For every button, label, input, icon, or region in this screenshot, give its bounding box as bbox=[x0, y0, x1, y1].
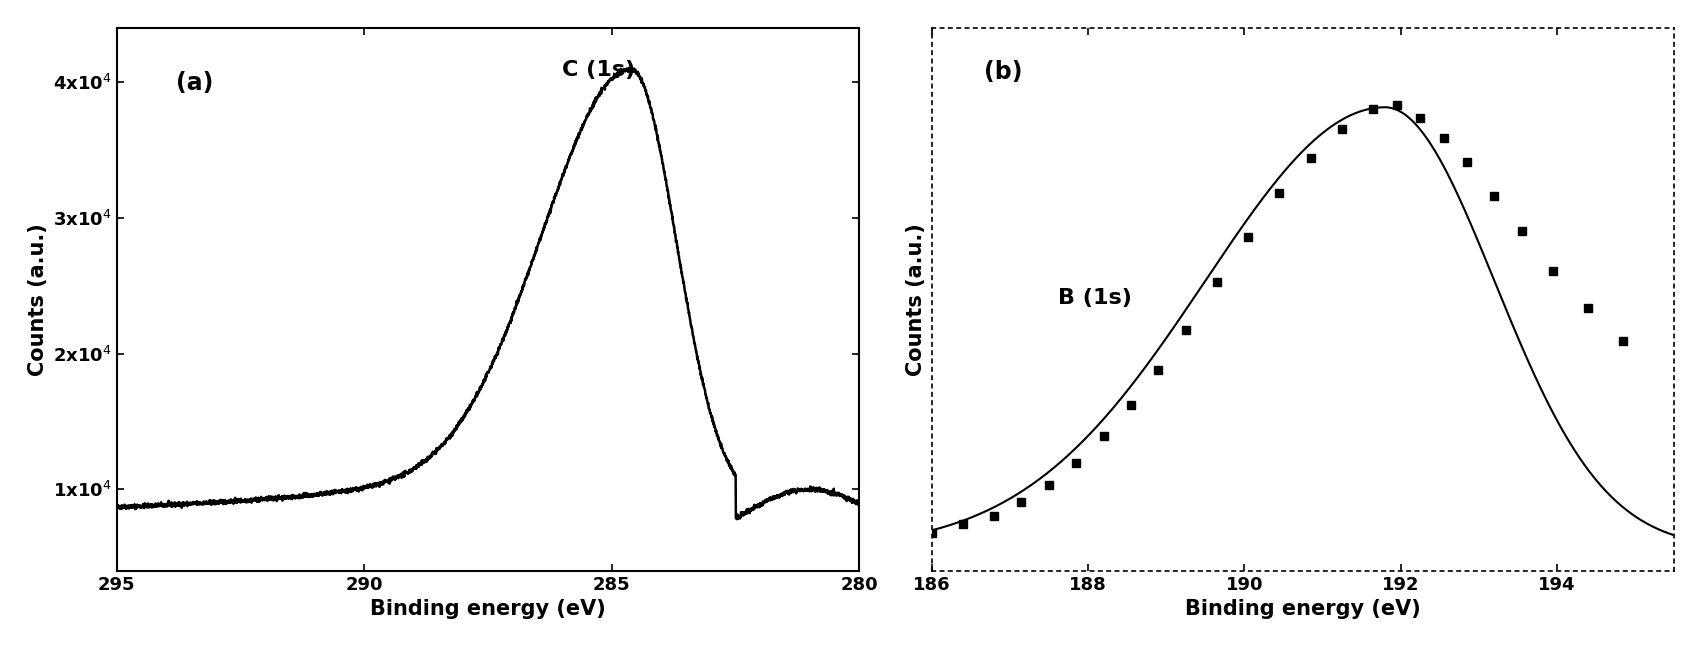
Text: (b): (b) bbox=[984, 60, 1023, 84]
Y-axis label: Counts (a.u.): Counts (a.u.) bbox=[27, 223, 48, 376]
Text: C (1s): C (1s) bbox=[562, 60, 635, 80]
Y-axis label: Counts (a.u.): Counts (a.u.) bbox=[905, 223, 926, 376]
X-axis label: Binding energy (eV): Binding energy (eV) bbox=[1185, 599, 1421, 619]
X-axis label: Binding energy (eV): Binding energy (eV) bbox=[371, 599, 606, 619]
Text: B (1s): B (1s) bbox=[1059, 289, 1132, 309]
Text: (a): (a) bbox=[177, 71, 214, 95]
